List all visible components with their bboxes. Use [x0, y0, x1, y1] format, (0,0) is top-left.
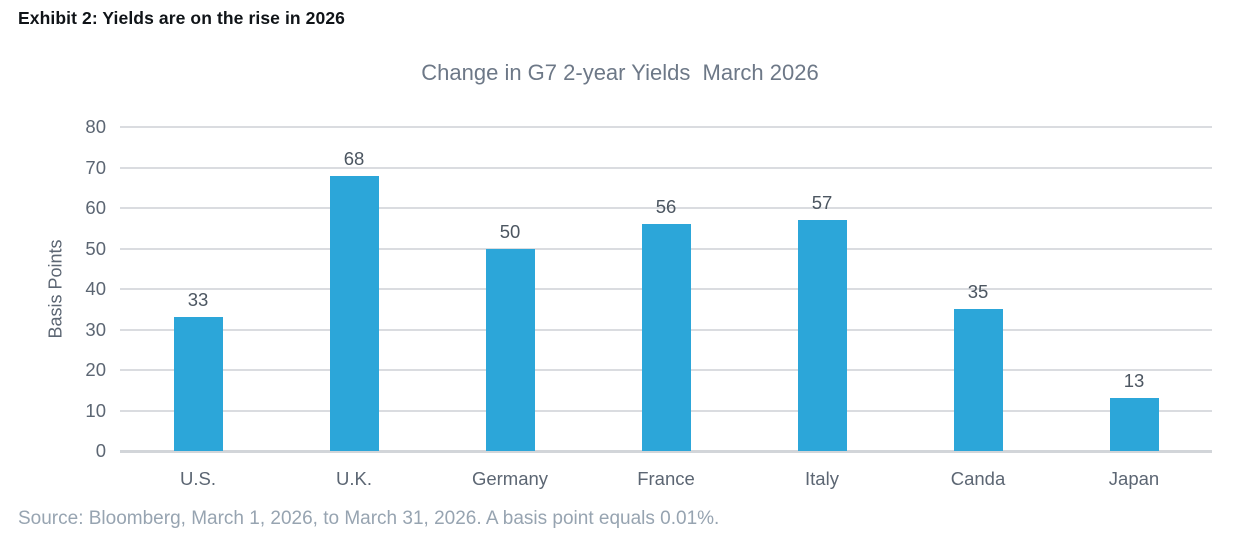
- chart-title: Change in G7 2-year Yields March 2026: [421, 60, 819, 85]
- x-tick-label: Germany: [471, 468, 549, 489]
- y-tick-label: 10: [85, 399, 106, 421]
- bar-japan: [1109, 398, 1159, 451]
- y-tick-label: 40: [85, 278, 106, 299]
- bar-germany: [485, 248, 535, 451]
- y-tick-label: 20: [85, 359, 106, 380]
- y-tick-label: 60: [85, 197, 106, 218]
- x-tick-label: France: [637, 468, 695, 489]
- bar-value-label: 68: [343, 147, 365, 169]
- bar-uk: [329, 175, 379, 451]
- bar-us: [173, 317, 223, 451]
- bar-value-label: 56: [655, 196, 677, 218]
- x-tick-label: U.S.: [180, 468, 216, 489]
- y-tick-label: 70: [85, 156, 106, 178]
- bar-value-label: 50: [499, 220, 521, 242]
- bar-value-label: 57: [811, 192, 833, 214]
- gridline: [120, 166, 1212, 169]
- x-axis-baseline: [120, 450, 1212, 453]
- y-tick-label: 50: [85, 237, 106, 259]
- bar-value-label: 13: [1123, 370, 1145, 392]
- x-tick-label: Canda: [950, 468, 1006, 489]
- y-tick-label: 80: [85, 116, 106, 137]
- gridline: [120, 207, 1212, 209]
- bar-france: [641, 224, 691, 451]
- bar-value-label: 33: [187, 289, 209, 311]
- y-tick-label: 0: [95, 440, 106, 461]
- source-note: Source: Bloomberg, March 1, 2026, to Mar…: [18, 508, 720, 529]
- bar-canda: [953, 309, 1003, 451]
- y-tick-label: 30: [85, 318, 106, 340]
- gridline: [120, 126, 1212, 128]
- exhibit-title: Exhibit 2: Yields are on the rise in 202…: [18, 8, 346, 28]
- bar-italy: [797, 220, 847, 451]
- x-tick-label: Japan: [1108, 468, 1160, 489]
- bar-value-label: 35: [967, 281, 989, 303]
- plot-area: 33 68 50 56 57 35 13: [120, 126, 1212, 453]
- x-tick-label: Italy: [805, 468, 839, 489]
- x-tick-label: U.K.: [336, 468, 372, 489]
